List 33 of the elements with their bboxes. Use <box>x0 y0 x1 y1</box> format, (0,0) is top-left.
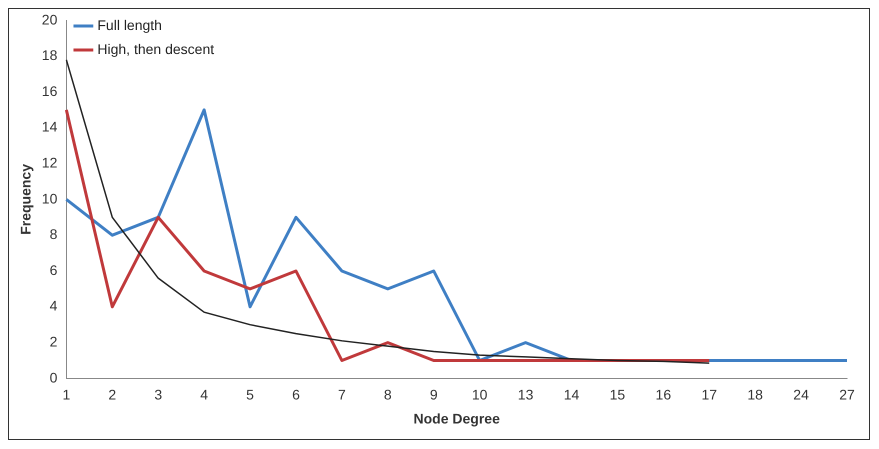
y-tick-label: 12 <box>42 154 58 170</box>
y-tick-label: 2 <box>50 333 58 350</box>
x-tick-label: 24 <box>793 386 810 403</box>
x-tick-label: 17 <box>701 386 718 403</box>
x-tick-label: 6 <box>292 386 300 403</box>
y-tick-label: 20 <box>42 11 58 28</box>
x-tick-label: 9 <box>430 386 438 403</box>
x-tick-label: 2 <box>108 386 116 403</box>
x-tick-label: 1 <box>62 386 70 403</box>
y-tick-label: 10 <box>42 190 58 206</box>
y-tick-label: 18 <box>42 47 58 64</box>
legend-label: Full length <box>97 16 162 33</box>
x-tick-label: 5 <box>246 386 254 403</box>
y-tick-label: 8 <box>50 226 58 242</box>
x-tick-label: 16 <box>656 386 672 403</box>
x-tick-label: 15 <box>610 386 626 403</box>
x-tick-label: 27 <box>839 386 855 403</box>
x-tick-label: 13 <box>518 386 534 403</box>
x-tick-label: 3 <box>154 386 162 403</box>
y-tick-label: 0 <box>50 369 58 386</box>
x-tick-label: 18 <box>747 386 764 403</box>
x-tick-label: 7 <box>338 386 346 403</box>
y-tick-label: 14 <box>42 118 58 135</box>
x-tick-label: 10 <box>472 386 488 403</box>
y-tick-label: 6 <box>50 262 58 278</box>
y-tick-label: 4 <box>50 298 58 314</box>
legend-label: High, then descent <box>97 40 214 57</box>
x-tick-label: 14 <box>564 386 580 403</box>
x-tick-label: 8 <box>384 386 392 403</box>
x-tick-label: 4 <box>200 386 208 403</box>
y-axis-title: Frequency <box>17 164 34 235</box>
x-axis-title: Node Degree <box>414 410 500 426</box>
y-tick-label: 16 <box>42 82 58 99</box>
